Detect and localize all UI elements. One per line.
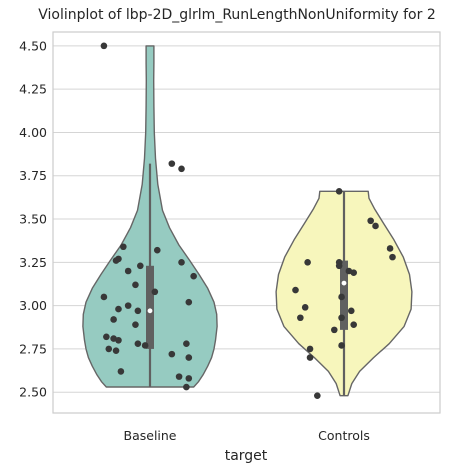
data-point [183, 340, 190, 348]
data-point [185, 298, 193, 306]
data-point [175, 373, 183, 380]
data-point [124, 267, 132, 275]
data-point [134, 307, 142, 315]
x-tick-labels: Baseline Controls [124, 428, 370, 443]
data-point [115, 336, 122, 344]
chart-title: Violinplot of lbp-2D_glrlm_RunLengthNonU… [38, 7, 435, 23]
data-point [115, 305, 122, 313]
data-point [117, 368, 125, 375]
data-point [304, 259, 311, 266]
y-tick-label: 2.75 [19, 341, 47, 356]
data-point [124, 302, 132, 309]
data-point [103, 333, 110, 341]
data-point [100, 42, 108, 50]
y-tick-label: 3.50 [19, 212, 47, 227]
data-point [134, 340, 142, 348]
data-point [335, 262, 343, 270]
y-tick-label: 3.00 [19, 298, 47, 313]
data-point [350, 321, 358, 328]
data-point [338, 314, 345, 322]
data-point [183, 383, 190, 391]
data-point [301, 304, 309, 311]
data-point [292, 286, 299, 294]
y-tick-label: 4.25 [19, 82, 47, 97]
data-point [105, 345, 113, 353]
median-marker-controls [341, 280, 347, 286]
plot-frame [52, 31, 441, 414]
data-point [331, 326, 338, 334]
data-point [314, 392, 321, 399]
data-point [168, 350, 176, 358]
data-point [153, 246, 161, 254]
y-tick-label: 3.25 [19, 255, 47, 270]
iqr-box-baseline [146, 265, 154, 349]
data-point [347, 307, 355, 315]
y-tick-label: 4.00 [19, 125, 47, 140]
data-point [372, 222, 379, 230]
data-point [141, 342, 149, 349]
data-point [350, 269, 358, 277]
data-point [112, 347, 120, 354]
data-point [367, 217, 374, 225]
data-point [386, 245, 394, 252]
data-point [185, 375, 193, 382]
data-point [100, 293, 108, 301]
data-point [190, 272, 197, 280]
data-point [137, 262, 144, 270]
data-point [178, 259, 185, 266]
data-point [338, 293, 345, 301]
data-point [151, 288, 159, 296]
data-point [112, 257, 120, 264]
data-point [297, 314, 304, 322]
data-point [132, 321, 139, 328]
data-point [168, 160, 176, 167]
x-tick-label: Controls [318, 428, 370, 443]
data-point [389, 253, 396, 261]
data-point [335, 188, 343, 195]
data-point [178, 165, 185, 173]
data-point [120, 243, 127, 251]
data-point [306, 345, 314, 353]
data-point [132, 281, 139, 289]
y-tick-label: 3.75 [19, 168, 47, 183]
data-point [338, 342, 345, 349]
data-point [110, 316, 117, 323]
data-point [306, 354, 314, 361]
y-tick-labels: 2.50 2.75 3.00 3.25 3.50 3.75 4.00 4.25 4.50 [19, 38, 47, 399]
data-point [185, 354, 193, 361]
y-tick-label: 2.50 [19, 385, 47, 400]
y-tick-label: 4.50 [19, 38, 47, 53]
violins [82, 42, 413, 399]
x-axis-label: target [225, 448, 268, 464]
median-marker-baseline [147, 308, 153, 314]
x-tick-label: Baseline [124, 428, 177, 443]
